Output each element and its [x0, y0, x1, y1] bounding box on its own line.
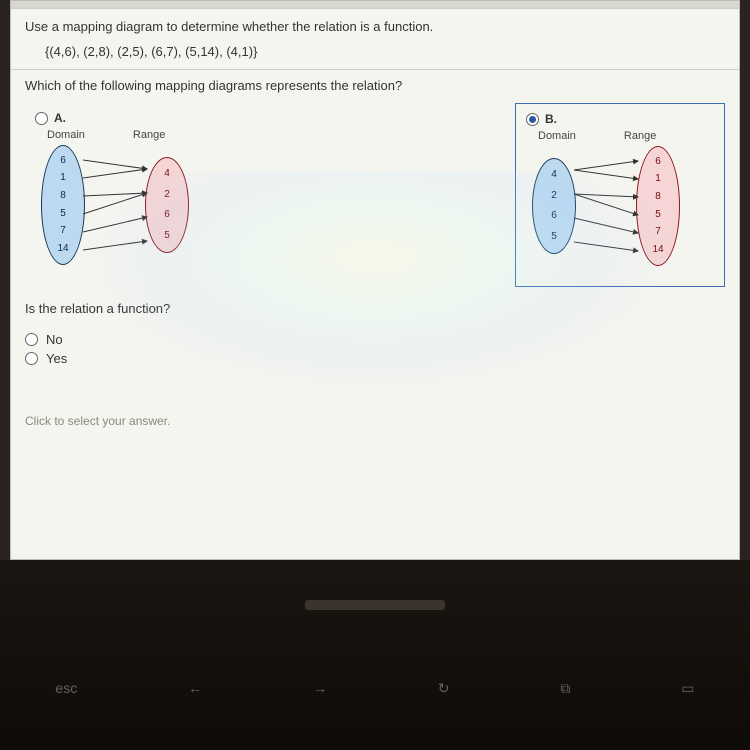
choice-b-dr-labels: Domain Range	[538, 130, 714, 142]
laptop-base	[0, 560, 750, 750]
followup-options: No Yes	[11, 324, 739, 374]
sub-question: Which of the following mapping diagrams …	[11, 70, 739, 99]
choice-b-label: B.	[545, 112, 557, 126]
quiz-panel: Use a mapping diagram to determine wheth…	[10, 0, 740, 560]
option-no-row[interactable]: No	[25, 332, 725, 347]
choice-a-header: A.	[35, 111, 295, 125]
choice-b[interactable]: B. Domain Range 4265 6185714	[515, 103, 725, 287]
key-reload-icon: ↻	[438, 680, 450, 697]
radio-a[interactable]	[35, 112, 48, 125]
followup-question: Is the relation a function?	[11, 287, 739, 324]
choices-row: A. Domain Range 6185714 4265 B.	[11, 99, 739, 287]
key-tab-icon: ⧉	[560, 680, 570, 697]
option-yes-label: Yes	[46, 351, 67, 366]
spacer	[315, 103, 505, 287]
diagram-b-arrows	[526, 146, 706, 276]
key-fullscreen-icon: ▭	[681, 680, 694, 697]
option-yes-row[interactable]: Yes	[25, 351, 725, 366]
radio-b[interactable]	[526, 113, 539, 126]
keyboard-row: esc ← → ↻ ⧉ ▭	[0, 680, 750, 697]
question-prompt: Use a mapping diagram to determine wheth…	[11, 9, 739, 40]
hint-text: Click to select your answer.	[11, 374, 739, 428]
range-label: Range	[133, 129, 165, 141]
panel-topbar	[11, 1, 739, 9]
diagram-b: 4265 6185714	[526, 146, 706, 276]
radio-yes[interactable]	[25, 352, 38, 365]
choice-a-dr-labels: Domain Range	[47, 129, 295, 141]
radio-no[interactable]	[25, 333, 38, 346]
key-forward-icon: →	[313, 680, 327, 697]
diagram-a-arrows	[35, 145, 215, 275]
relation-set: {(4,6), (2,8), (2,5), (6,7), (5,14), (4,…	[11, 40, 739, 69]
laptop-hinge	[305, 600, 445, 610]
range-label: Range	[624, 130, 656, 142]
choice-a-label: A.	[54, 111, 66, 125]
choice-a[interactable]: A. Domain Range 6185714 4265	[25, 103, 305, 287]
choice-b-header: B.	[526, 112, 714, 126]
key-esc: esc	[55, 680, 77, 697]
option-no-label: No	[46, 332, 63, 347]
diagram-a: 6185714 4265	[35, 145, 215, 275]
domain-label: Domain	[47, 129, 85, 141]
domain-label: Domain	[538, 130, 576, 142]
key-back-icon: ←	[188, 680, 202, 697]
